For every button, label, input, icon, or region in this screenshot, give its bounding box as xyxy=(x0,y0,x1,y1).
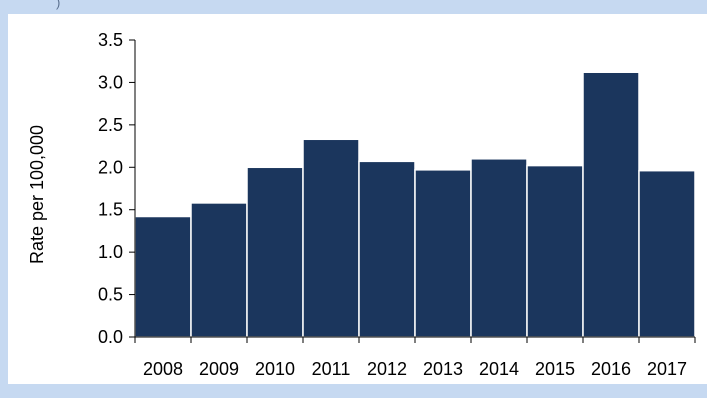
x-tick-label-2011: 2011 xyxy=(312,359,351,379)
x-axis-ticks: 2008 2009 2010 2011 2012 2013 2014 2015 2016 2017 xyxy=(134,337,696,379)
y-tick-label: 3.0 xyxy=(98,72,123,92)
y-tick-label: 0.5 xyxy=(98,285,123,305)
bar-2012 xyxy=(358,160,416,338)
clipped-text-fragment: ) xyxy=(56,0,61,10)
x-tick-label-2008: 2008 xyxy=(143,359,183,379)
bar-2009 xyxy=(190,202,248,338)
x-tick-label-2013: 2013 xyxy=(423,359,463,379)
y-tick-label: 2.5 xyxy=(98,115,123,135)
x-tick-label-2017: 2017 xyxy=(647,359,687,379)
x-tick-label-2012: 2012 xyxy=(367,359,407,379)
x-tick-label-2016: 2016 xyxy=(591,359,631,379)
y-tick-label: 1.5 xyxy=(98,200,123,220)
bar-2017 xyxy=(638,169,696,338)
y-tick-label: 2.0 xyxy=(98,157,123,177)
x-tick-label-2014: 2014 xyxy=(479,359,519,379)
axes-group xyxy=(129,40,695,338)
bar-2014 xyxy=(470,158,528,338)
bar-2010 xyxy=(246,166,304,338)
x-tick-label-2010: 2010 xyxy=(255,359,295,379)
y-tick-label: 3.5 xyxy=(98,30,123,50)
y-axis-title: Rate per 100,000 xyxy=(27,125,47,264)
x-tick-label-2015: 2015 xyxy=(535,359,575,379)
bars-group xyxy=(134,71,696,338)
top-strip: ) xyxy=(0,0,707,14)
bar-2015 xyxy=(526,164,584,338)
bar-2011 xyxy=(302,138,360,338)
y-axis-ticks: 0.0 0.5 1.0 1.5 2.0 2.5 3.0 3.5 xyxy=(98,30,135,347)
y-tick-label: 0.0 xyxy=(98,327,123,347)
bar-2008 xyxy=(134,215,192,338)
bar-2016 xyxy=(582,71,640,338)
x-tick-label-2009: 2009 xyxy=(199,359,239,379)
bar-2013 xyxy=(414,169,472,338)
y-tick-label: 1.0 xyxy=(98,242,123,262)
